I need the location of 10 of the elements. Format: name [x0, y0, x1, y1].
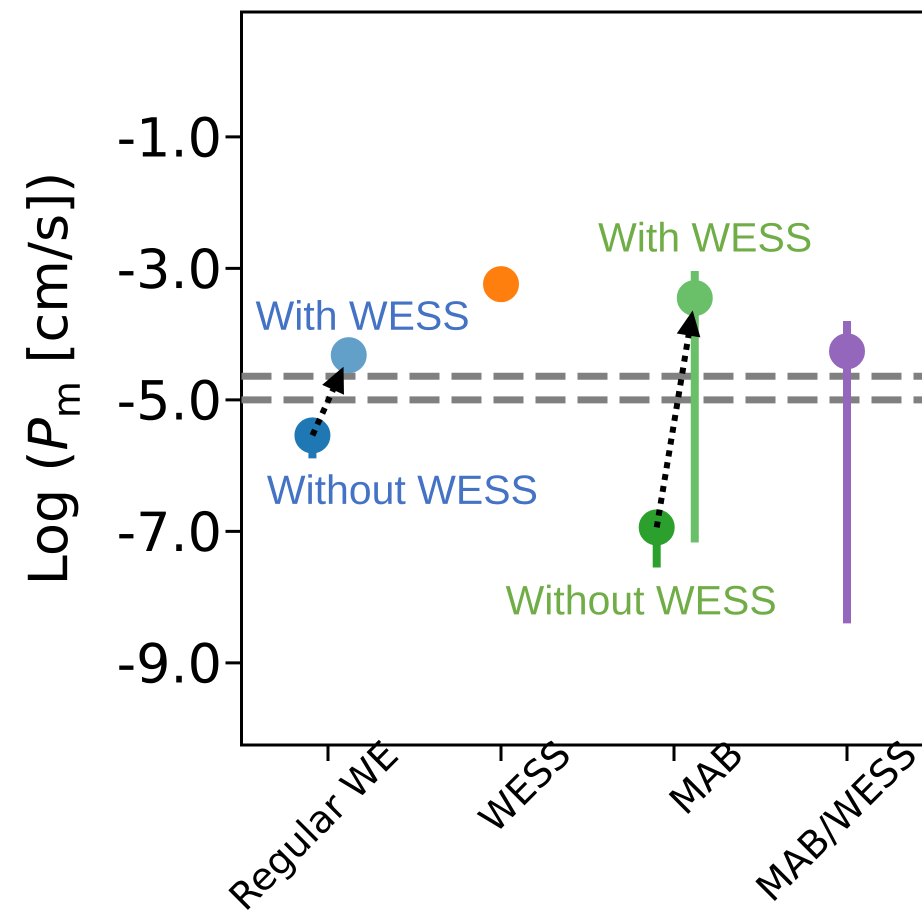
annotation: With WESS — [256, 300, 468, 330]
annotation: With WESS — [598, 222, 810, 252]
y-tick-label: -7.0 — [119, 510, 218, 552]
y-tick-label: -5.0 — [119, 379, 218, 420]
y-axis-title: Log (P$_{m}$ [cm/s]) — [26, 176, 80, 580]
annotation: Without WESS — [267, 474, 536, 504]
y-tick-label: -1.0 — [119, 116, 218, 158]
annotation: Without WESS — [506, 584, 775, 615]
y-tick-label: -9.0 — [119, 642, 218, 684]
y-tick-label: -3.0 — [119, 248, 218, 289]
